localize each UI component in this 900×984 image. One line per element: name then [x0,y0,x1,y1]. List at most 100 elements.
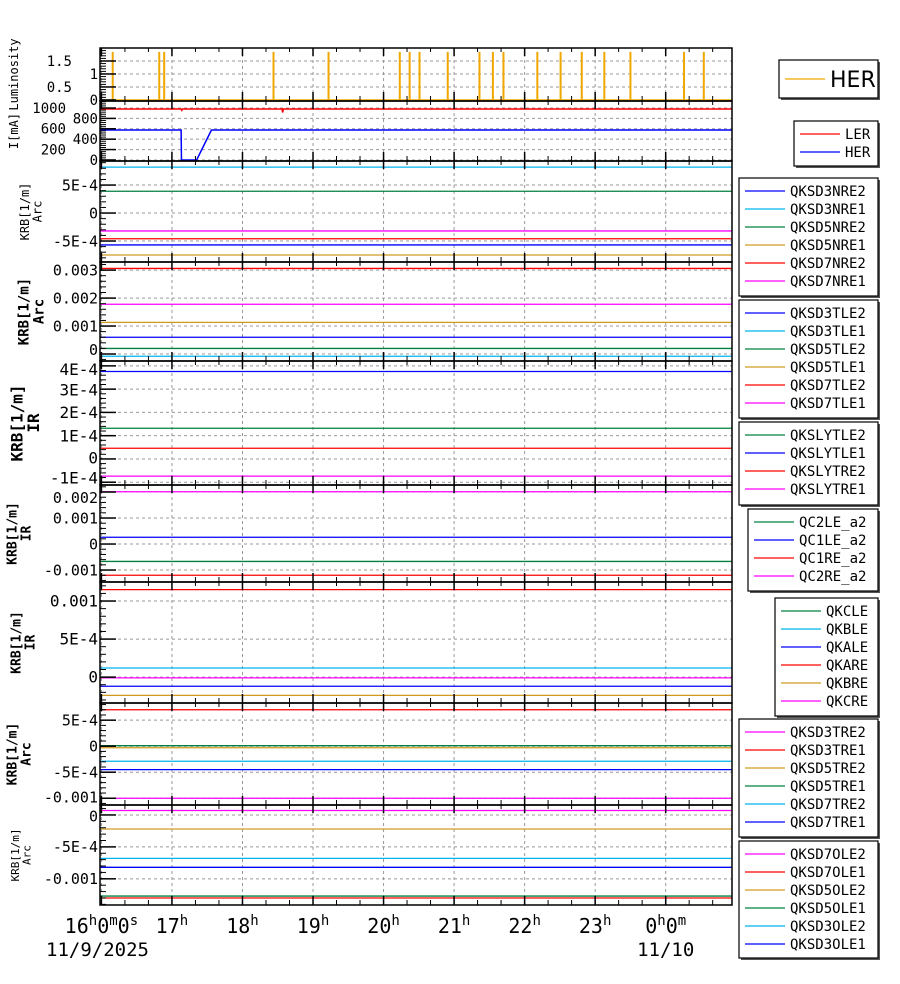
y-axis-label: KRB[1/m]IR [6,502,35,565]
y-tick-label: 200 [41,143,66,159]
y-axis-label: KRB[1/m]Arc [18,183,45,241]
panel-7: 0.001 5E-4 0 KRB[1/m]IR [10,581,733,704]
legend-label: QKBLE [826,622,868,638]
series-her-line [100,129,732,161]
legend-label: QKSD3TLE2 [790,306,866,322]
legend-label: QKSLYTLE2 [790,428,866,444]
legend-label: QKSD5TRE1 [790,779,866,795]
legend-panel-8: QKSD3TRE2 QKSD3TRE1 QKSD5TRE2 QKSD5TRE1 QKSD… [738,718,880,839]
legend-label: QKSD5NRE2 [790,220,866,236]
y-axis-label: KRB[1/m]Arc [17,278,48,345]
y-tick-label: 0 [89,341,98,359]
panel-5: 4E-43E-4 2E-4 1E-4 0 -1E-4 KRB[1/m]IR [7,360,733,488]
y-tick-label: 0.002 [53,489,98,507]
y-tick-label: 0 [89,204,98,222]
y-tick-label: 5E-4 [62,711,98,729]
y-tick-label: 0.001 [53,509,98,527]
time-axis: 16h0m0s 17h 18h 19h 20h 21h 22h 23h 0h0m 11/9/202… [46,913,694,961]
series-group [100,51,732,101]
series-group [100,709,732,799]
legend-label: QKSLYTRE1 [790,482,866,498]
plot-frame [99,160,733,263]
panel-6: 0.002 0.001 0 -0.001 KRB[1/m]IR [6,484,733,583]
panel-2: 0 200 400 600 800 1000 I[mA] [7,100,733,169]
legend-label: QKSD3TRE2 [790,725,866,741]
legend-label: QKSD5OLE2 [790,883,866,899]
legend-panel-7: QKCLE QKBLE QKALE QKARE QKBRE QKCRE [774,597,880,718]
y-tick-label: 1E-4 [59,426,98,445]
legend-label: QKSD3NRE1 [790,202,866,218]
y-tick-label: 400 [73,132,98,148]
legend-box [738,299,879,419]
y-axis-label: KRB[1/m]Arc [6,723,35,786]
y-axis-label: KRB[1/m]Arc [9,829,34,882]
legend-label: QKSD7OLE1 [790,865,866,881]
legend-panel-6: QC2LE_a2 QC1LE_a2 QC1RE_a2 QC2RE_a2 [747,508,880,593]
legend-box [738,840,879,959]
panel-8: 5E-4 0 -5E-4 -0.001 KRB[1/m]Arc [6,702,733,806]
legend-label: QC1RE_a2 [799,551,866,567]
x-tick-label: 19h [297,913,330,938]
x-tick-label: 20h [367,913,400,938]
y-tick-label: 1000 [32,101,66,117]
y-tick-label: 2E-4 [59,403,98,422]
legend-label: QKSD5TRE2 [790,761,866,777]
legend-label: QKSD7TLE1 [790,396,866,412]
legend-label: QKSD3TRE1 [790,743,866,759]
legend-label: QC2LE_a2 [799,515,866,531]
y-axis-label-line: KRB[1/m] [6,723,21,786]
panel-1: 0 0.5 1 1.5 Luminosity [7,38,733,111]
plot-frame [99,702,733,806]
legend-label: QKSD7TLE2 [790,378,866,394]
y-tick-label: -5E-4 [53,764,98,782]
y-axis-label-line: Luminosity [7,38,21,110]
x-tick-label: 16h0m0s [65,913,138,938]
legend-box [738,177,879,297]
y-axis-label-line: KRB[1/m] [6,502,21,565]
legend-label: QKSD7NRE2 [790,256,866,272]
y-axis-label-line: IR [24,413,43,433]
y-tick-label: 0 [90,153,98,169]
legend-label: QKSD7TRE2 [790,797,866,813]
series-group [100,809,732,899]
y-tick-label: 0 [88,668,98,687]
legend-box [793,120,879,167]
legend-box [738,718,879,838]
legend-label: QKARE [826,658,868,674]
y-tick-label: 0 [89,535,98,553]
legend-label: QKSD7TRE1 [790,815,866,831]
plot-frame [99,581,733,704]
legend-label: QKCRE [826,694,868,710]
legend-label: HER [845,145,871,161]
x-tick-label: 18h [226,913,259,938]
y-tick-label: -0.001 [44,561,98,579]
legend-panel-4: QKSD3TLE2 QKSD3TLE1 QKSD5TLE2 QKSD5TLE1 QKSD… [738,299,880,420]
legend-box [774,597,879,717]
y-tick-label: 3E-4 [59,380,98,399]
y-tick-label: 0 [89,807,98,825]
legend-label: QKSD3OLE2 [790,919,866,935]
legend-label: QKCLE [826,604,868,620]
series-group [100,108,732,161]
y-axis-label: Luminosity [7,38,21,110]
legend-label: QKSLYTRE2 [790,464,866,480]
series-group [100,491,732,576]
plot-frame [99,261,733,362]
panel-9: 0 -5E-4 -0.001 KRB[1/m]Arc [9,804,733,906]
legend-label: QKSD5TLE2 [790,342,866,358]
y-axis-label-line: KRB[1/m] [18,183,32,241]
y-tick-label: 0 [88,448,98,467]
y-tick-label: -0.001 [44,870,98,888]
panel-4: 0.003 0.002 0.001 0 KRB[1/m]Arc [17,261,733,362]
legend-label: QKSD3NRE2 [790,184,866,200]
y-tick-label: -5E-4 [53,838,98,856]
y-axis-label-line: Arc [31,299,47,324]
y-tick-label: -1E-4 [50,469,98,488]
legend-label: QKSD5NRE1 [790,238,866,254]
legend-label: QC2RE_a2 [799,569,866,585]
series-ler-line [100,108,732,113]
x-tick-label: 22h [508,913,541,938]
x-tick-label: 17h [156,913,189,938]
y-tick-label: 0.003 [53,261,98,279]
